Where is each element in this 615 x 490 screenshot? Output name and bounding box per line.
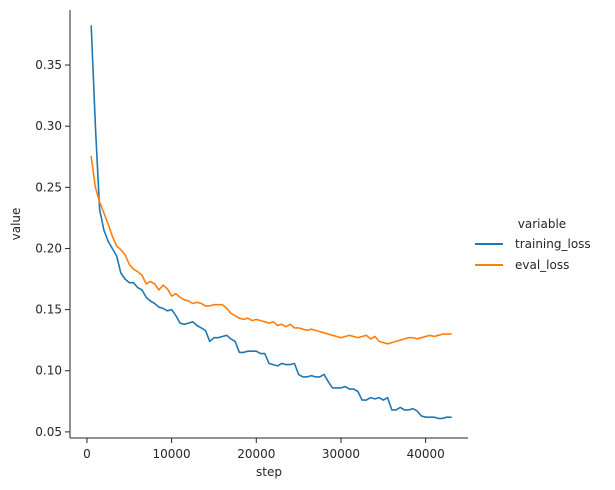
y-tick-label: 0.20 [35,241,62,255]
x-tick-label: 10000 [153,447,191,461]
y-tick-label: 0.30 [35,119,62,133]
x-tick-label: 40000 [407,447,445,461]
y-ticks: 0.05 0.10 0.15 0.20 0.25 0.30 0.35 [35,58,70,439]
x-tick-label: 20000 [237,447,275,461]
legend-title: variable [518,217,566,231]
x-axis-title: step [256,465,282,479]
series-layer [90,25,452,420]
legend-label-training-loss: training_loss [515,237,591,251]
y-axis-title: value [9,208,23,241]
plot-area: 0 10000 20000 30000 40000 0.050.100.150.200.… [35,10,468,461]
y-tick-label: 0.25 [35,180,62,194]
legend-label-eval-loss: eval_loss [515,258,569,272]
y-tick-label: 0.10 [35,364,62,378]
y-tick-label: 0.05 [35,425,62,439]
x-tick-label: 30000 [322,447,360,461]
x-ticks: 0 10000 20000 30000 40000 [83,438,445,461]
x-tick-label: 0 [83,447,91,461]
y-tick-label: 0.15 [35,303,62,317]
series-line-training-loss [90,25,452,420]
series-line-eval-loss [90,155,452,345]
legend: variable training_loss eval_loss [475,217,591,272]
y-tick-label: 0.35 [35,58,62,72]
